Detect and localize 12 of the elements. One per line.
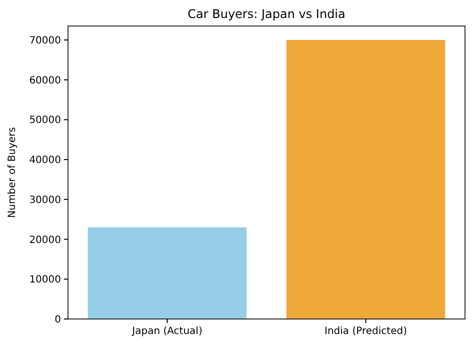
- y-tick-label: 10000: [29, 274, 61, 286]
- y-tick-label: 50000: [29, 115, 61, 126]
- chart-title: Car Buyers: Japan vs India: [188, 7, 346, 21]
- y-axis-title: Number of Buyers: [7, 127, 18, 218]
- y-tick-label: 40000: [29, 155, 61, 166]
- y-tick-label: 0: [54, 314, 61, 326]
- x-tick-label: India (Predicted): [324, 326, 408, 337]
- y-tick-label: 20000: [29, 234, 61, 246]
- y-tick-label: 60000: [29, 75, 61, 86]
- y-tick-label: 70000: [29, 35, 61, 46]
- x-tick-label: Japan (Actual): [131, 326, 202, 337]
- y-tick-label: 30000: [29, 194, 61, 206]
